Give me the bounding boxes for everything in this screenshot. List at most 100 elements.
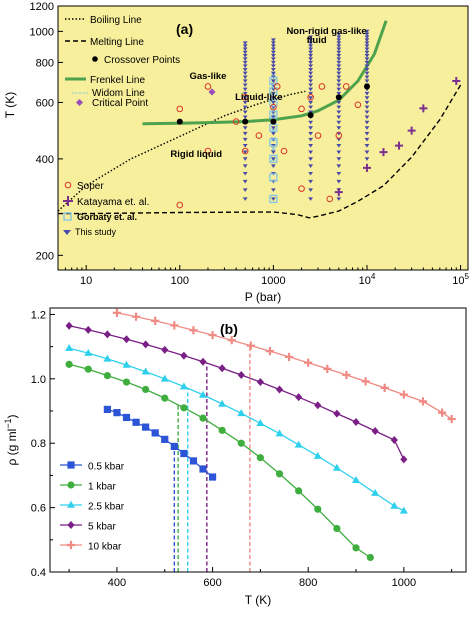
- legend-entry-3: 5 kbar: [60, 521, 116, 533]
- this-study-point: [364, 57, 370, 61]
- series-point-4: [189, 326, 198, 335]
- series-point-3: [218, 364, 226, 373]
- series-point-4: [131, 312, 141, 321]
- this-study-point: [308, 96, 314, 100]
- series-point-3: [400, 455, 408, 464]
- katayama-point: [334, 188, 343, 197]
- series-point-3: [84, 325, 92, 334]
- this-study-point: [308, 60, 314, 65]
- frenkel-line: [142, 20, 388, 126]
- b-y-tick-label: 0.4: [31, 567, 46, 579]
- soper-point: [241, 93, 249, 101]
- this-study-point: [308, 54, 314, 58]
- this-study-point: [270, 91, 276, 96]
- this-study-point: [308, 44, 314, 49]
- this-study-point: [308, 47, 314, 52]
- this-study-point: [242, 179, 248, 184]
- this-study-point: [242, 96, 248, 100]
- soper-point: [280, 147, 288, 155]
- katayama-point: [362, 163, 371, 172]
- a-x-tick-label: 104: [359, 272, 376, 287]
- panel-a-annotation: Non-rigid gas-like: [286, 26, 366, 37]
- this-study-point: [336, 60, 342, 65]
- series-point-4: [151, 316, 160, 325]
- this-study-point: [270, 100, 276, 105]
- this-study-point: [270, 188, 276, 192]
- panel-b-label: (b): [220, 321, 238, 337]
- series-point-2: [199, 390, 208, 398]
- this-study-point: [308, 75, 314, 80]
- this-study-point: [242, 64, 248, 68]
- series-point-3: [122, 335, 131, 344]
- series-point-0: [189, 457, 198, 465]
- this-study-point: [364, 144, 370, 148]
- series-point-2: [313, 451, 322, 459]
- a-x-tick-label: 105: [452, 272, 469, 287]
- this-study-point: [242, 144, 248, 148]
- series-point-1: [180, 404, 188, 412]
- series-point-3: [161, 345, 169, 354]
- panel-b-density-chart: 400 600 800 1000 0.4 0.6 0.8 1.0 1.2 (b) 0.5 kb…: [3, 307, 467, 607]
- series-point-0: [122, 413, 131, 422]
- series-point-2: [122, 360, 131, 368]
- panel-b-y-label-main: ρ (g ml: [5, 429, 19, 466]
- this-study-point: [336, 126, 342, 130]
- panel-a-y-label: T (K): [3, 92, 17, 118]
- series-point-1: [237, 439, 245, 447]
- series-2: [65, 344, 408, 514]
- this-study-point: [336, 67, 342, 72]
- this-study-point: [308, 50, 314, 55]
- panel-b-series: [65, 308, 456, 562]
- this-study-point: [336, 57, 342, 61]
- this-study-point: [364, 32, 370, 37]
- legend-entry-2: 2.5 kbar: [60, 500, 125, 513]
- widom-point: [271, 146, 276, 152]
- this-study-point: [242, 44, 248, 49]
- this-study-point: [308, 41, 314, 45]
- a-x-tick-label: 10: [80, 275, 92, 287]
- series-point-2: [179, 382, 188, 390]
- this-study-point: [242, 197, 248, 201]
- a-x-tick-exp: 5: [464, 272, 469, 281]
- series-point-2: [294, 440, 303, 448]
- this-study-point: [336, 157, 342, 161]
- this-study-point: [336, 71, 342, 76]
- gorbaty-point: [269, 76, 278, 86]
- soper-point: [354, 101, 362, 109]
- this-study-point: [364, 115, 370, 120]
- soper-point: [273, 83, 281, 90]
- this-study-point: [242, 54, 248, 58]
- this-study-point: [308, 171, 314, 176]
- this-study-point: [242, 157, 248, 161]
- this-study-point: [242, 57, 248, 61]
- this-study-point: [336, 54, 342, 58]
- legend-marker-0: [67, 461, 75, 469]
- legend-marker-4: [66, 540, 76, 550]
- melting-line: [58, 84, 462, 219]
- series-point-4: [342, 370, 351, 380]
- gorbaty-point: [269, 98, 278, 107]
- this-study-point: [308, 131, 314, 136]
- crossover-point: [270, 118, 277, 125]
- series-point-0: [103, 405, 111, 414]
- this-study-point: [308, 100, 314, 105]
- a-y-tick-label: 400: [36, 154, 54, 166]
- crossover-vertical-lines: [173, 345, 251, 572]
- this-study-point: [336, 64, 342, 68]
- panel-b-frame: [49, 307, 467, 573]
- this-study-point: [242, 67, 248, 72]
- series-point-4: [170, 321, 179, 330]
- this-study-point: [336, 164, 342, 169]
- series-point-3: [103, 330, 111, 339]
- b-x-tick-label: 800: [299, 577, 317, 589]
- this-study-point: [364, 79, 370, 84]
- this-study-point: [242, 47, 248, 52]
- series-point-4: [284, 352, 294, 362]
- this-study-point: [336, 47, 342, 52]
- legend-label-4: 10 kbar: [88, 542, 122, 553]
- crossover-points-series: [176, 83, 370, 125]
- series-point-0: [132, 418, 140, 426]
- this-study-point: [270, 60, 276, 65]
- series-point-3: [142, 340, 150, 349]
- series-point-1: [199, 414, 207, 422]
